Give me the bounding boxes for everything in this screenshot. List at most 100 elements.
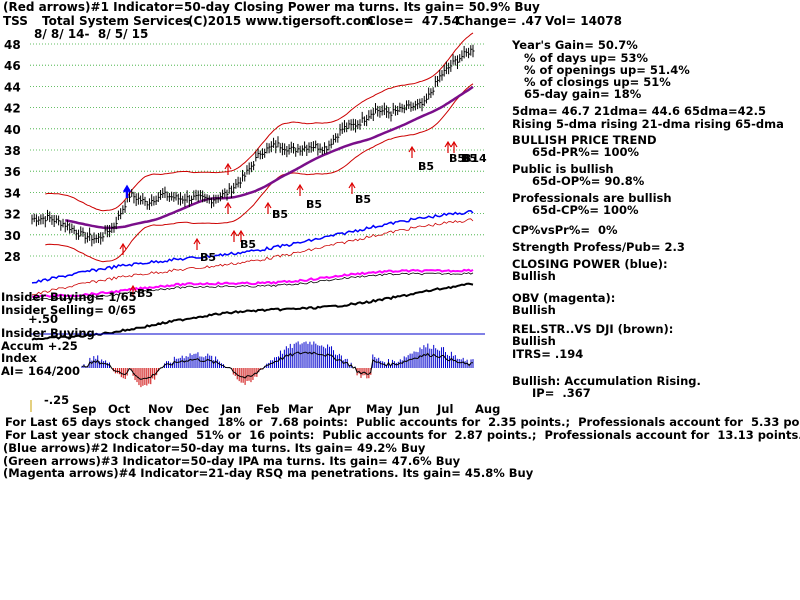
stat-65d-pr: 65d-PR%= 100%	[512, 145, 639, 159]
signal-arrow-head	[408, 145, 416, 153]
price-gridlines	[30, 43, 485, 257]
signal-arrows	[119, 140, 458, 297]
stat-dma-values: 5dma= 46.7 21dma= 44.6 65dma=42.5	[512, 104, 766, 118]
signal-label: B5	[461, 152, 477, 165]
month-label: Mar	[288, 402, 313, 416]
y-tick-label: 36	[4, 165, 21, 179]
signal-arrow-head	[230, 229, 238, 237]
y-tick-label: 42	[4, 102, 21, 116]
stat-cp-vs-pr: CP%vsPr%= 0%	[512, 223, 618, 237]
stat-professionals: Professionals are bullish	[512, 191, 672, 205]
signal-arrow-head	[296, 183, 304, 191]
y-tick-label: 40	[4, 123, 21, 137]
signal-label: B5	[306, 198, 322, 211]
price-bars	[31, 44, 475, 247]
month-label: Jan	[220, 402, 241, 416]
stat-days-up: % of days up= 53%	[512, 51, 649, 65]
accum-label: Accum +.25	[1, 339, 78, 353]
insider-selling-count: Insider Selling= 0/65	[1, 303, 137, 317]
closing-power-line	[31, 210, 474, 284]
month-label: Dec	[185, 402, 209, 416]
company-name: Total System Services	[42, 14, 191, 28]
rel-strength-line	[31, 282, 474, 341]
change-value: Change= .47	[456, 14, 543, 28]
y-tick-label: 48	[4, 38, 21, 52]
y-tick-label: 38	[4, 144, 21, 158]
stat-obv-value: Bullish	[512, 303, 556, 317]
upper-band-line	[45, 32, 474, 212]
stat-obv: OBV (magenta):	[512, 291, 616, 305]
stat-ip: IP= .367	[512, 386, 591, 400]
footer-indicator-4: (Magenta arrows)#4 Indicator=21-day RSQ …	[3, 466, 534, 480]
month-label: Oct	[108, 402, 131, 416]
accumulation-ma-line	[81, 351, 474, 381]
month-label: Jul	[436, 402, 453, 416]
footer-indicator-2: (Blue arrows)#2 Indicator=50-day ma turn…	[3, 441, 426, 455]
obv-line	[31, 268, 474, 298]
signal-arrow-head	[264, 201, 272, 209]
signal-label: B14	[463, 152, 487, 165]
footer-indicator-3: (Green arrows)#3 Indicator=50-day IPA ma…	[3, 454, 461, 468]
signal-label: B5	[449, 152, 465, 165]
month-label: May	[366, 402, 393, 416]
y-tick-label: 28	[4, 250, 21, 264]
signal-arrow-head	[122, 184, 132, 193]
indicator-1-label: (Red arrows)#1 Indicator=50-day Closing …	[3, 0, 540, 14]
accum-minus25-label: -.25	[44, 393, 70, 407]
stat-price-trend: BULLISH PRICE TREND	[512, 133, 657, 147]
stat-65d-cp: 65d-CP%= 100%	[512, 203, 639, 217]
signal-arrow-head	[348, 181, 356, 189]
lower-band-line	[45, 83, 474, 263]
signal-arrow-head	[129, 284, 137, 292]
close-value: Close= 47.54	[367, 14, 460, 28]
stat-rel-strength-value: Bullish	[512, 334, 556, 348]
stat-accumulation: Bullish: Accumulation Rising.	[512, 374, 701, 388]
ai-label: AI= 164/200	[1, 364, 81, 378]
month-label: Apr	[328, 402, 351, 416]
footer-65day: For Last 65 days stock changed 18% or 7.…	[5, 415, 800, 429]
month-label: Nov	[148, 402, 174, 416]
stat-65d-op: 65d-OP%= 90.8%	[512, 174, 645, 188]
month-label: Sep	[72, 402, 96, 416]
y-tick-label: 32	[4, 208, 21, 222]
signal-arrow-head	[224, 162, 232, 170]
index-label: Index	[1, 351, 37, 365]
insider-buying-label: Insider Buying	[1, 326, 95, 340]
signal-arrow-head	[224, 201, 232, 209]
footer-year: For Last year stock changed 51% or 16 po…	[5, 428, 800, 442]
accum-plus50-label: +.50	[28, 312, 59, 326]
insider-buying-count: Insider Buying= 1/65	[1, 290, 137, 304]
signal-label: B5	[418, 160, 434, 173]
closing-power-ma-line	[31, 218, 474, 296]
month-label: Jun	[398, 402, 420, 416]
signal-label: B5	[137, 287, 153, 300]
stat-closing-power: CLOSING POWER (blue):	[512, 257, 668, 271]
y-tick-label: 44	[4, 80, 21, 94]
month-labels: Sep Oct Nov Dec Jan Feb Mar Apr May Jun Jul Aug	[72, 402, 500, 416]
signal-arrow-head	[237, 229, 245, 237]
stat-years-gain: Year's Gain= 50.7%	[512, 38, 638, 52]
month-label: Aug	[475, 402, 500, 416]
y-tick-label: 30	[4, 229, 21, 243]
copyright: (C)2015 www.tigersoft.com	[188, 14, 374, 28]
accumulation-bars	[81, 341, 474, 388]
y-axis-tick-labels: 48 46 44 42 40 38 36 34 32 30 28	[4, 38, 21, 264]
stat-dma-rising: Rising 5-dma rising 21-dma rising 65-dma	[512, 117, 784, 131]
signal-label: B5	[355, 193, 371, 206]
obv-ma-line	[31, 272, 474, 301]
signal-arrow-head	[450, 140, 458, 148]
signal-arrow-head	[193, 237, 201, 245]
stat-openings-up: % of openings up= 51.4%	[512, 63, 690, 77]
stat-65day-gain: 65-day gain= 18%	[512, 87, 642, 101]
stat-itrs: ITRS= .194	[512, 347, 584, 361]
stat-public: Public is bullish	[512, 162, 614, 176]
signal-label: B5	[200, 251, 216, 264]
signal-arrow-head	[444, 140, 452, 148]
stat-closing-power-value: Bullish	[512, 269, 556, 283]
stat-rel-strength: REL.STR..VS DJI (brown):	[512, 322, 674, 336]
y-tick-label: 34	[4, 186, 21, 200]
stat-strength-ratio: Strength Profess/Pub= 2.3	[512, 240, 685, 254]
signal-label: B5	[240, 238, 256, 251]
